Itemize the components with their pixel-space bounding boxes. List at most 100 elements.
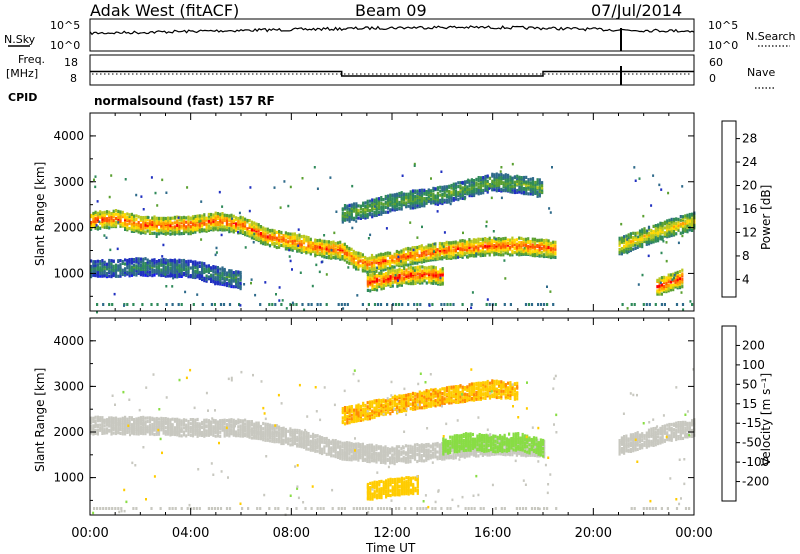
heatmap-cell-0 [130,423,133,427]
heatmap-cell-0 [266,227,269,231]
scatter-cell [646,229,649,233]
heatmap-cell-1 [450,197,453,201]
heatmap-cell-5 [96,266,99,270]
heatmap-cell-1 [423,192,426,196]
heatmap-cell-1 [459,184,462,188]
heatmap-cell-0 [407,246,410,251]
heatmap-cell-0 [203,216,206,221]
heatmap-cell-1 [475,177,478,181]
scatter-cell [156,204,159,207]
scatter-cell [376,266,379,270]
heatmap-cell-1 [400,195,403,199]
heatmap-cell-0 [425,249,428,253]
heatmap-cell-5 [178,258,181,262]
heatmap-cell-5 [94,260,97,264]
heatmap-cell-1 [366,201,369,205]
heatmap-cell-1 [502,181,505,185]
heatmap-cell-1 [425,197,428,201]
heatmap-cell-5 [178,271,181,275]
heatmap-cell-5 [230,279,233,283]
heatmap-cell-0 [128,421,131,425]
heatmap-cell-0 [182,433,186,437]
heatmap-cell-5 [119,259,122,263]
heatmap-cell-0 [278,233,281,237]
heatmap-cell-1 [362,215,365,219]
heatmap-cell-0 [298,242,301,246]
heatmap-cell-1 [414,198,417,202]
heatmap-cell-0 [214,225,217,229]
heatmap-cell-2 [416,269,419,273]
heatmap-cell-0 [176,230,179,234]
heatmap-cell-4 [663,278,666,282]
heatmap-cell-1 [396,197,399,201]
colorbar-tick-label: 8 [742,249,750,263]
heatmap-cell-0 [164,419,167,423]
heatmap-cell-0 [207,216,210,220]
heatmap-cell-0 [160,428,163,432]
heatmap-cell-2 [441,281,444,285]
heatmap-cell-5 [169,258,172,262]
heatmap-cell-0 [246,434,249,438]
scatter-cell [436,210,439,213]
heatmap-cell-3 [623,244,626,248]
heatmap-cell-1 [380,205,383,209]
heatmap-cell-0 [230,223,233,227]
heatmap-cell-2 [441,277,444,281]
scatter-cell [231,217,233,220]
heatmap-cell-0 [423,253,426,257]
heatmap-cell-0 [368,269,371,273]
heatmap-cell-5 [110,264,113,268]
heatmap-cell-3 [668,232,671,236]
heatmap-cell-0 [191,421,195,425]
heatmap-cell-0 [300,432,303,436]
heatmap-cell-0 [266,437,269,441]
heatmap-cell-3 [643,237,646,242]
heatmap-cell-1 [430,191,433,195]
heatmap-cell-1 [393,193,396,197]
heatmap-cell-3 [623,249,626,253]
heatmap-cell-1 [359,210,362,214]
heatmap-cell-0 [339,440,342,444]
heatmap-cell-0 [282,429,285,433]
heatmap-cell-5 [101,259,104,263]
heatmap-cell-0 [296,435,299,439]
heatmap-cell-4 [676,277,679,282]
heatmap-cell-0 [327,256,330,260]
heatmap-cell-0 [278,427,281,431]
heatmap-cell-2 [396,268,399,272]
heatmap-cell-0 [103,428,106,432]
heatmap-cell-0 [171,426,174,430]
scatter-cell [96,200,99,203]
heatmap-cell-1 [439,189,442,193]
heatmap-cell-5 [176,273,179,277]
heatmap-cell-0 [486,237,489,242]
heatmap-cell-1 [450,190,453,194]
heatmap-cell-0 [144,416,147,420]
heatmap-cell-5 [207,264,210,268]
heatmap-cell-0 [187,432,190,436]
heatmap-cell-5 [90,264,93,269]
noise-right-tick-top: 10^5 [708,19,738,32]
heatmap-cell-0 [167,417,170,421]
scatter-cell [252,241,255,244]
heatmap-cell-5 [119,274,122,278]
heatmap-cell-1 [457,181,460,185]
heatmap-cell-0 [99,210,102,214]
heatmap-cell-0 [536,249,539,253]
heatmap-cell-0 [511,253,514,257]
heatmap-cell-0 [293,435,296,439]
scatter-cell [630,247,633,251]
heatmap-cell-0 [228,214,231,218]
heatmap-cell-1 [484,178,487,182]
heatmap-cell-0 [244,231,247,235]
heatmap-cell-5 [101,271,104,275]
heatmap-cell-0 [103,212,106,216]
heatmap-cell-0 [228,230,231,234]
heatmap-cell-2 [437,274,440,279]
heatmap-cell-1 [509,186,512,190]
heatmap-cell-5 [214,267,217,271]
heatmap-cell-0 [459,250,462,254]
heatmap-cell-0 [176,417,179,421]
heatmap-cell-4 [660,288,663,292]
heatmap-cell-0 [518,236,521,240]
